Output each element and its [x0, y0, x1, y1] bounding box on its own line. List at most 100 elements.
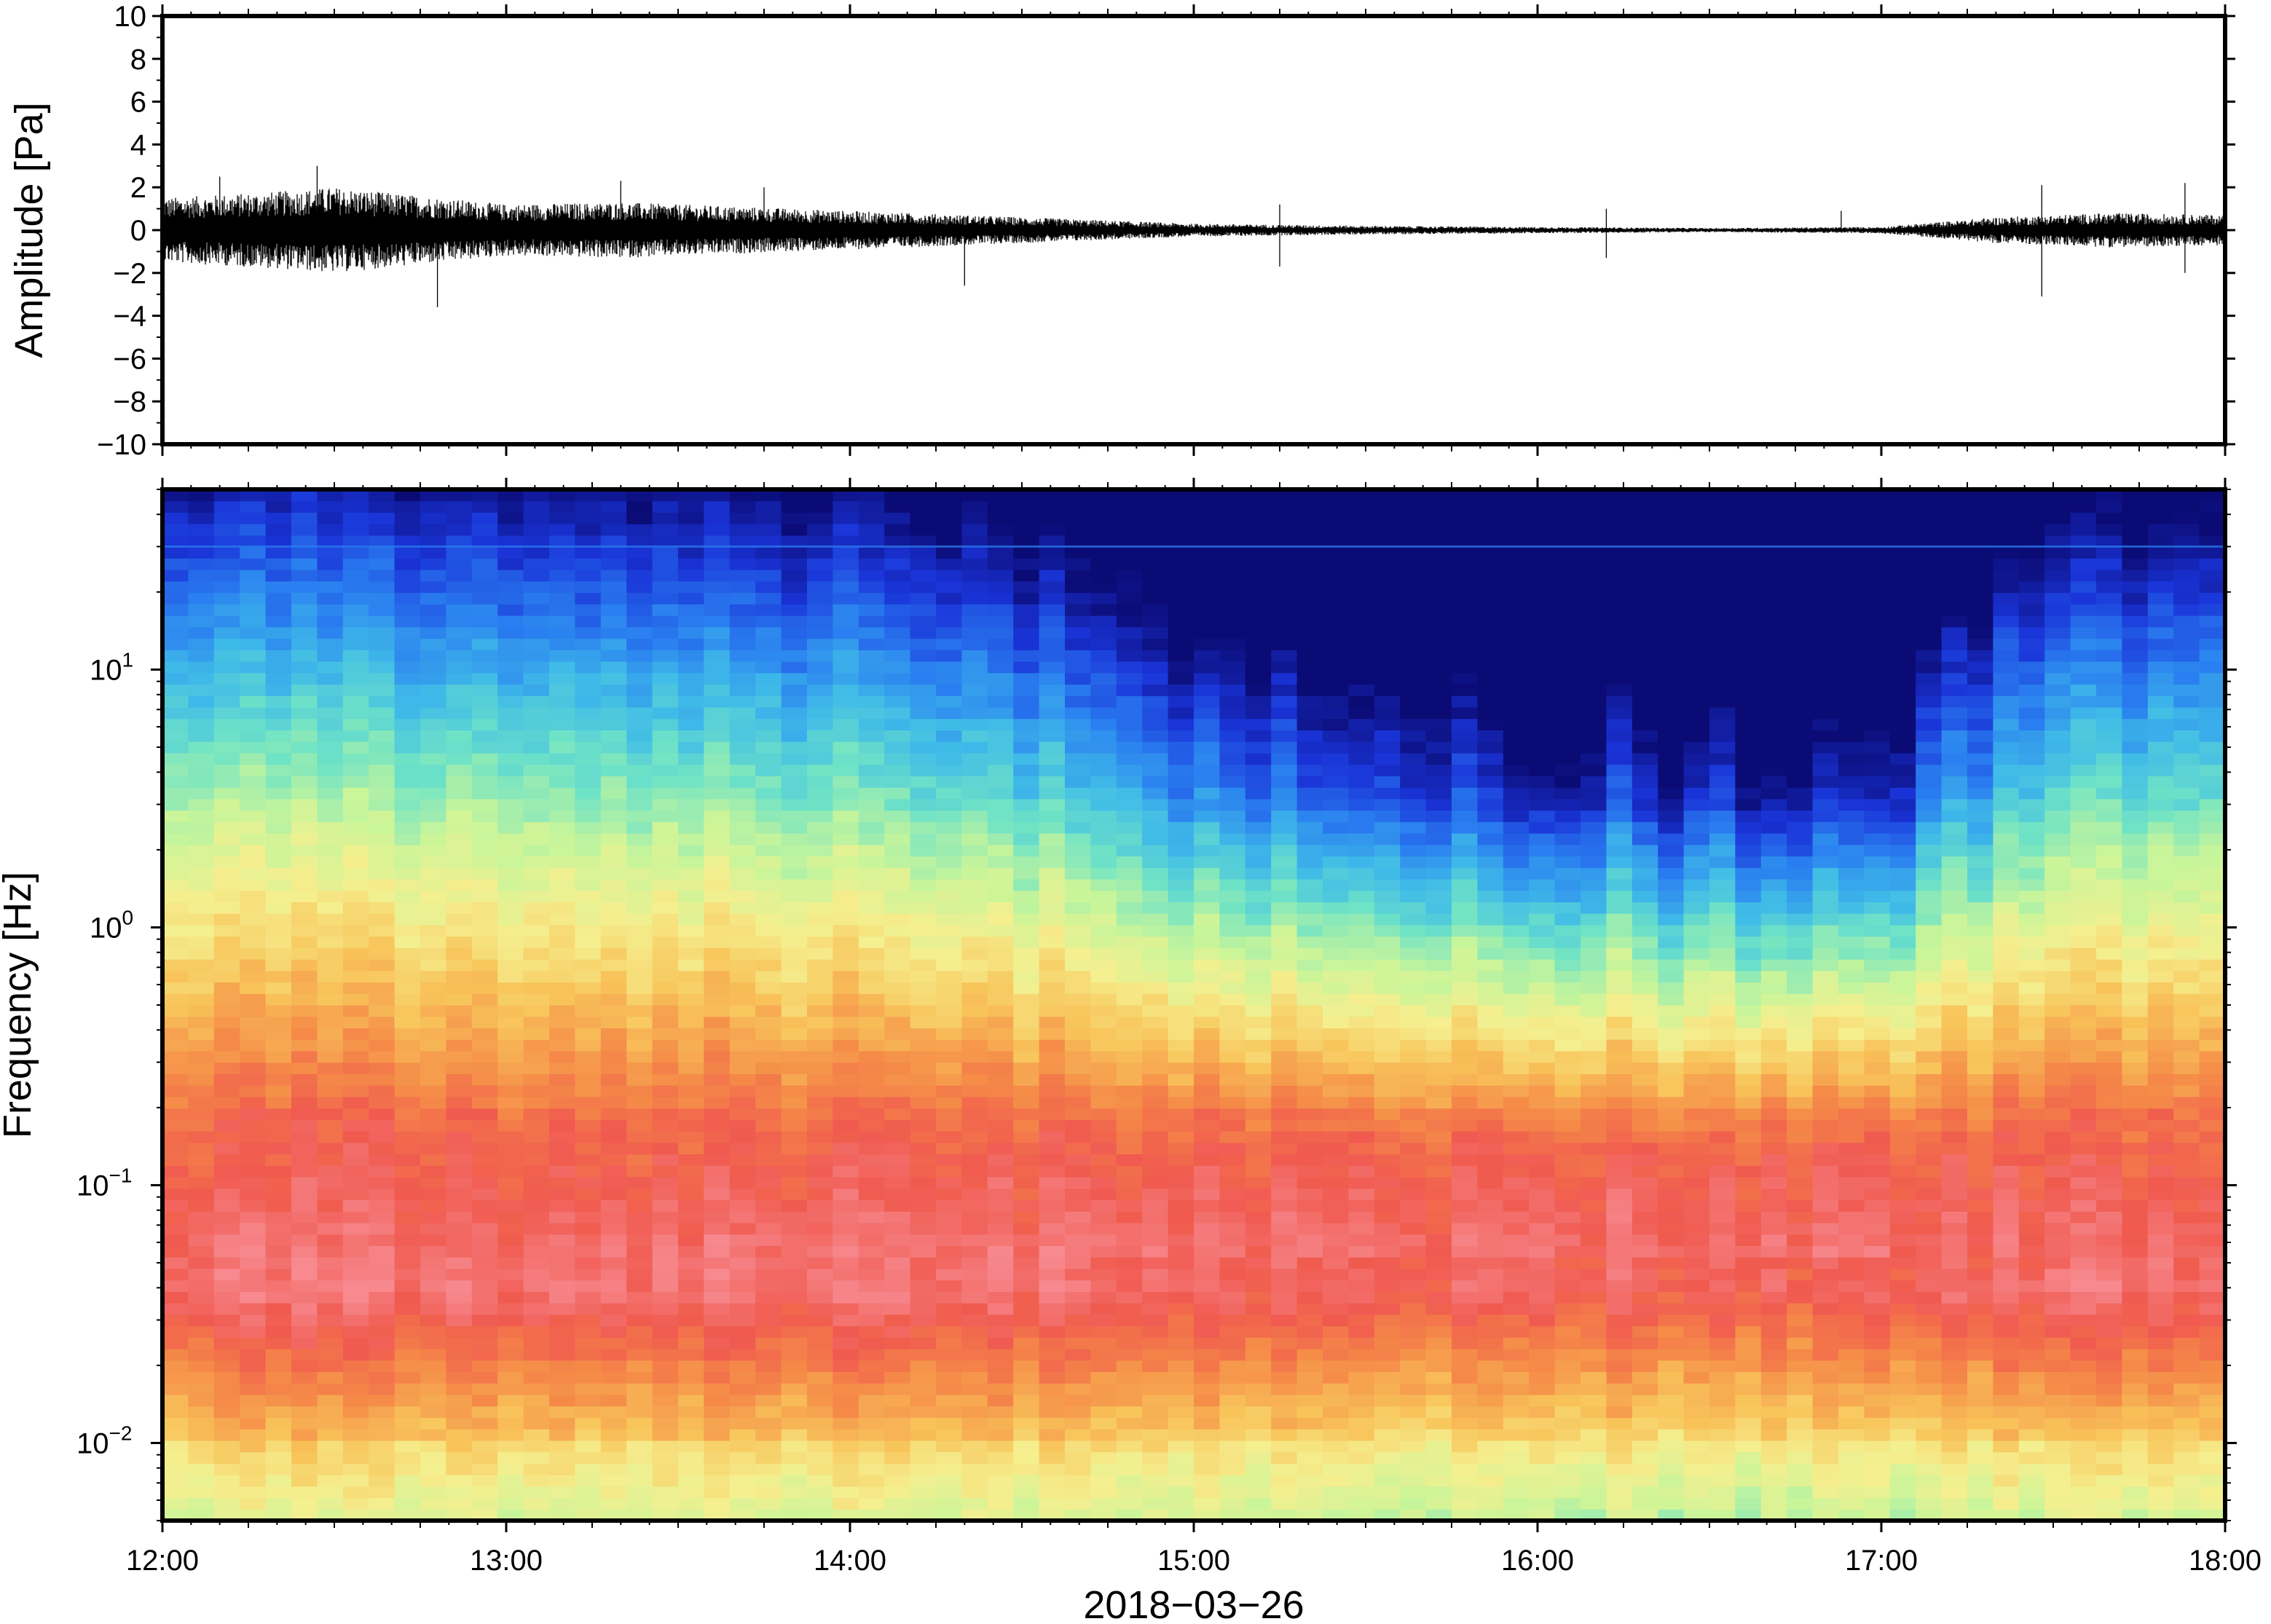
- spectrogram-cell: [807, 1016, 833, 1029]
- spectrogram-cell: [317, 787, 344, 800]
- spectrogram-cell: [910, 569, 937, 582]
- spectrogram-cell: [987, 1108, 1014, 1120]
- spectrogram-cell: [265, 833, 292, 845]
- spectrogram-cell: [626, 959, 653, 971]
- spectrogram-cell: [910, 1440, 937, 1453]
- spectrogram-cell: [1477, 878, 1504, 891]
- spectrogram-cell: [317, 1131, 344, 1143]
- spectrogram-cell: [213, 535, 240, 548]
- spectrogram-cell: [936, 1188, 962, 1201]
- spectrogram-cell: [1219, 672, 1246, 685]
- spectrogram-cell: [652, 1108, 679, 1120]
- spectrogram-cell: [1503, 718, 1530, 730]
- spectrogram-cell: [884, 1073, 911, 1086]
- spectrogram-cell: [1296, 1291, 1323, 1304]
- spectrogram-cell: [188, 1268, 215, 1281]
- spectrogram-cell: [342, 1108, 369, 1120]
- spectrogram-cell: [1374, 706, 1401, 720]
- spectrogram-cell: [471, 1016, 498, 1029]
- spectrogram-cell: [833, 982, 859, 994]
- spectrogram-cell: [729, 993, 756, 1006]
- spectrogram-cell: [1013, 1188, 1040, 1201]
- spectrogram-cell: [1039, 993, 1066, 1006]
- spectrogram-cell: [884, 890, 911, 902]
- spectrogram-cell: [1477, 924, 1504, 937]
- spectrogram-cell: [600, 902, 627, 914]
- spectrogram-cell: [1477, 1085, 1504, 1097]
- spectrogram-cell: [1425, 1234, 1452, 1246]
- spectrogram-cell: [497, 1131, 524, 1143]
- spectrogram-cell: [961, 890, 988, 902]
- spectrogram-cell: [1400, 970, 1427, 983]
- spectrogram-cell: [523, 1131, 550, 1143]
- spectrogram-cell: [807, 752, 833, 765]
- spectrogram-cell: [265, 1234, 292, 1246]
- spectrogram-cell: [394, 650, 421, 662]
- spectrogram-cell: [240, 1451, 267, 1464]
- spectrogram-cell: [1348, 833, 1375, 845]
- spectrogram-cell: [1219, 1257, 1246, 1269]
- spectrogram-cell: [317, 1016, 344, 1029]
- spectrogram-cell: [317, 902, 344, 914]
- spectrogram-cell: [471, 1165, 498, 1178]
- spectrogram-cell: [781, 902, 808, 914]
- spectrogram-cell: [265, 776, 292, 788]
- spectrogram-cell: [704, 1314, 731, 1327]
- spectrogram-cell: [1271, 1486, 1298, 1499]
- spectrogram-cell: [1065, 902, 1091, 914]
- spectrogram-cell: [394, 1062, 421, 1074]
- spectrogram-cell: [471, 1005, 498, 1017]
- spectrogram-cell: [1219, 798, 1246, 811]
- spectrogram-cell: [265, 810, 292, 822]
- spectrogram-cell: [884, 615, 911, 628]
- spectrogram-cell: [1194, 1406, 1220, 1418]
- spectrogram-cell: [1142, 1142, 1169, 1155]
- spectrogram-cell: [910, 1360, 937, 1373]
- spectrogram-cell: [936, 730, 962, 742]
- spectrogram-cell: [497, 902, 524, 914]
- spectrogram-cell: [1400, 936, 1427, 948]
- spectrogram-cell: [1348, 1073, 1375, 1086]
- spectrogram-cell: [1400, 1383, 1427, 1395]
- spectrogram-cell: [1194, 1383, 1220, 1395]
- spectrogram-cell: [420, 1383, 446, 1395]
- spectrogram-cell: [575, 524, 602, 536]
- spectrogram-cell: [961, 580, 988, 594]
- spectrogram-cell: [626, 695, 653, 708]
- spectrogram-cell: [1374, 1085, 1401, 1097]
- spectrogram-cell: [213, 604, 240, 616]
- spectrogram-cell: [1142, 569, 1169, 582]
- spectrogram-cell: [704, 638, 731, 650]
- spectrogram-cell: [317, 558, 344, 570]
- spectrogram-cell: [549, 1073, 575, 1086]
- spectrogram-cell: [1425, 890, 1452, 902]
- spectrogram-cell: [1194, 604, 1220, 616]
- spectrogram-cell: [471, 741, 498, 754]
- spectrogram-cell: [833, 1337, 859, 1349]
- spectrogram-cell: [471, 1337, 498, 1349]
- spectrogram-cell: [420, 1245, 446, 1258]
- spectrogram-cell: [317, 1291, 344, 1304]
- spectrogram-cell: [807, 1486, 833, 1499]
- spectrogram-cell: [497, 741, 524, 754]
- spectrogram-cell: [213, 844, 240, 857]
- spectrogram-cell: [1116, 913, 1143, 926]
- spectrogram-cell: [1219, 1360, 1246, 1373]
- spectrogram-cell: [291, 776, 318, 788]
- spectrogram-cell: [1400, 959, 1427, 971]
- spectrogram-cell: [1013, 1486, 1040, 1499]
- spectrogram-cell: [833, 993, 859, 1006]
- spectrogram-cell: [884, 604, 911, 616]
- spectrogram-cell: [523, 1211, 550, 1223]
- spectrogram-cell: [936, 592, 962, 604]
- spectrogram-cell: [291, 1509, 318, 1521]
- spectrogram-cell: [1296, 1360, 1323, 1373]
- spectrogram-cell: [1245, 489, 1272, 502]
- spectrogram-cell: [652, 1165, 679, 1178]
- spectrogram-cell: [1529, 1303, 1556, 1315]
- spectrogram-cell: [1348, 661, 1375, 674]
- spectrogram-cell: [523, 1325, 550, 1338]
- spectrogram-cell: [240, 1383, 267, 1395]
- spectrogram-cell: [652, 924, 679, 937]
- spectrogram-cell: [833, 546, 859, 559]
